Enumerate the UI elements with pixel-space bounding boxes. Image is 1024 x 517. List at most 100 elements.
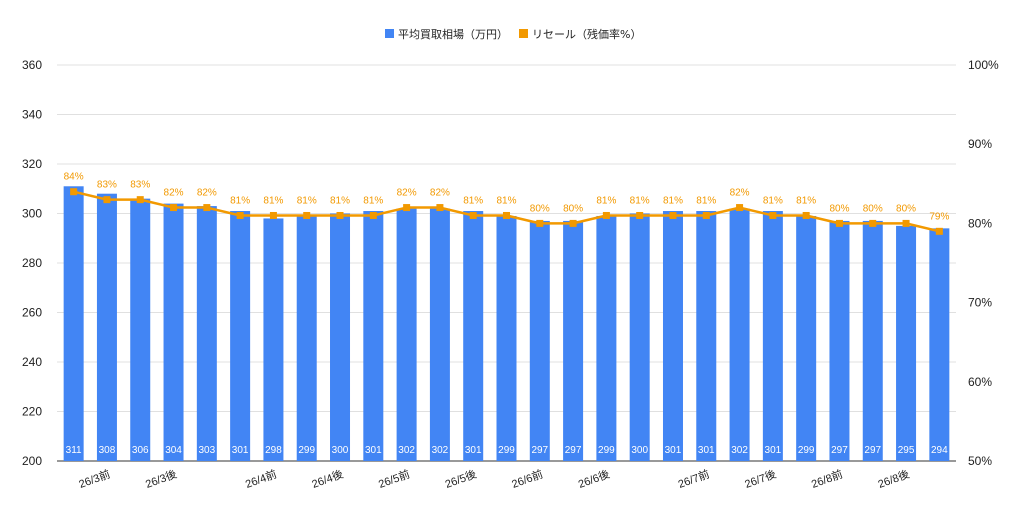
bar-value-label: 304 — [165, 445, 182, 456]
line-value-label: 82% — [430, 188, 450, 199]
bar — [762, 211, 783, 461]
left-axis-tick-label: 260 — [22, 306, 42, 320]
line-value-label: 80% — [863, 203, 883, 214]
bar — [463, 211, 484, 461]
bar — [796, 215, 817, 461]
data-labels: 311 308 306 304 303 301 298 299 300 301 302 302 301 2… — [64, 172, 950, 456]
right-axis-tick-label: 70% — [968, 296, 992, 310]
bar-value-label: 297 — [565, 445, 582, 456]
line-marker — [236, 211, 244, 219]
right-axis-tick-label: 90% — [968, 137, 992, 151]
line-marker — [602, 211, 610, 219]
left-axis-tick-label: 220 — [22, 405, 42, 419]
bar — [130, 198, 151, 461]
bar — [96, 193, 117, 461]
line-series — [70, 188, 943, 235]
line-marker — [403, 204, 411, 212]
bar-value-label: 294 — [931, 445, 948, 456]
line-value-label: 80% — [829, 203, 849, 214]
line-value-label: 81% — [763, 195, 783, 206]
x-axis-tick-label: 26/8後 — [876, 467, 911, 491]
bar — [163, 203, 184, 461]
line-value-label: 84% — [64, 172, 84, 183]
right-axis-tick-label: 100% — [968, 58, 999, 72]
bar-value-label: 299 — [798, 445, 815, 456]
x-axis-tick-label: 26/5前 — [376, 467, 411, 491]
line-marker — [869, 219, 877, 227]
bar — [363, 211, 384, 461]
line-value-label: 83% — [97, 180, 117, 191]
line-value-label: 81% — [796, 195, 816, 206]
line-value-label: 81% — [263, 195, 283, 206]
line-value-label: 81% — [496, 195, 516, 206]
left-axis-tick-label: 300 — [22, 207, 42, 221]
x-axis-tick-label: 26/6前 — [510, 467, 545, 491]
bar-value-label: 297 — [831, 445, 848, 456]
bar-value-label: 306 — [132, 445, 149, 456]
bar-value-label: 311 — [66, 445, 82, 456]
left-axis-tick-label: 360 — [22, 58, 42, 72]
bar-value-label: 300 — [631, 445, 648, 456]
line-value-label: 80% — [896, 203, 916, 214]
line-value-label: 81% — [330, 195, 350, 206]
x-axis-tick-label: 26/6後 — [576, 467, 611, 491]
bar-value-label: 297 — [864, 445, 881, 456]
bar-value-label: 300 — [332, 445, 349, 456]
line-marker — [503, 211, 510, 219]
bar-value-label: 301 — [665, 445, 682, 456]
line-value-label: 82% — [164, 188, 184, 199]
right-axis-tick-label: 60% — [968, 375, 992, 389]
line-marker — [70, 188, 78, 196]
bar — [230, 211, 251, 461]
left-axis-tick-label: 340 — [22, 108, 42, 122]
bar — [829, 220, 850, 461]
line-value-label: 81% — [230, 195, 250, 206]
bar-value-label: 299 — [498, 445, 515, 456]
bar-value-label: 299 — [298, 445, 315, 456]
bar-value-label: 302 — [731, 445, 748, 456]
bar-value-label: 295 — [898, 445, 915, 456]
bar — [729, 208, 750, 461]
line-marker — [636, 211, 644, 219]
line-marker — [736, 204, 744, 212]
x-axis-tick-label: 26/4前 — [243, 467, 278, 491]
line-marker — [769, 211, 777, 219]
bar — [429, 208, 450, 461]
line-value-label: 82% — [397, 188, 417, 199]
bar — [929, 228, 950, 461]
line-marker — [835, 219, 843, 227]
line-value-label: 80% — [563, 203, 583, 214]
bar-value-label: 301 — [232, 445, 249, 456]
line-marker — [669, 211, 677, 219]
left-axis-tick-label: 320 — [22, 157, 42, 171]
bar — [330, 213, 351, 461]
bar-value-label: 301 — [765, 445, 782, 456]
left-axis-tick-label: 200 — [22, 454, 42, 468]
line-marker — [103, 196, 111, 204]
line-value-label: 81% — [696, 195, 716, 206]
bar — [896, 225, 917, 461]
bar — [396, 208, 417, 461]
bar-value-label: 302 — [432, 445, 449, 456]
bar-value-label: 301 — [465, 445, 482, 456]
line-value-label: 81% — [630, 195, 650, 206]
bar-value-label: 298 — [265, 445, 282, 456]
bar — [263, 218, 284, 461]
line-value-label: 79% — [929, 211, 949, 222]
bar — [529, 220, 550, 461]
line-marker — [702, 211, 710, 219]
line-marker — [569, 219, 577, 227]
line-marker — [336, 211, 344, 219]
line-marker — [536, 219, 544, 227]
x-axis-tick-label: 26/7前 — [676, 467, 711, 491]
line-marker — [935, 227, 943, 235]
bar — [63, 186, 84, 461]
line-marker — [369, 211, 377, 219]
x-axis-tick-label: 26/3前 — [77, 467, 112, 491]
bar-value-label: 302 — [398, 445, 415, 456]
line-value-label: 82% — [730, 188, 750, 199]
line-marker — [203, 204, 211, 212]
legend-swatch-bars — [385, 29, 394, 38]
bar-value-label: 308 — [99, 445, 116, 456]
line-value-label: 81% — [463, 195, 483, 206]
